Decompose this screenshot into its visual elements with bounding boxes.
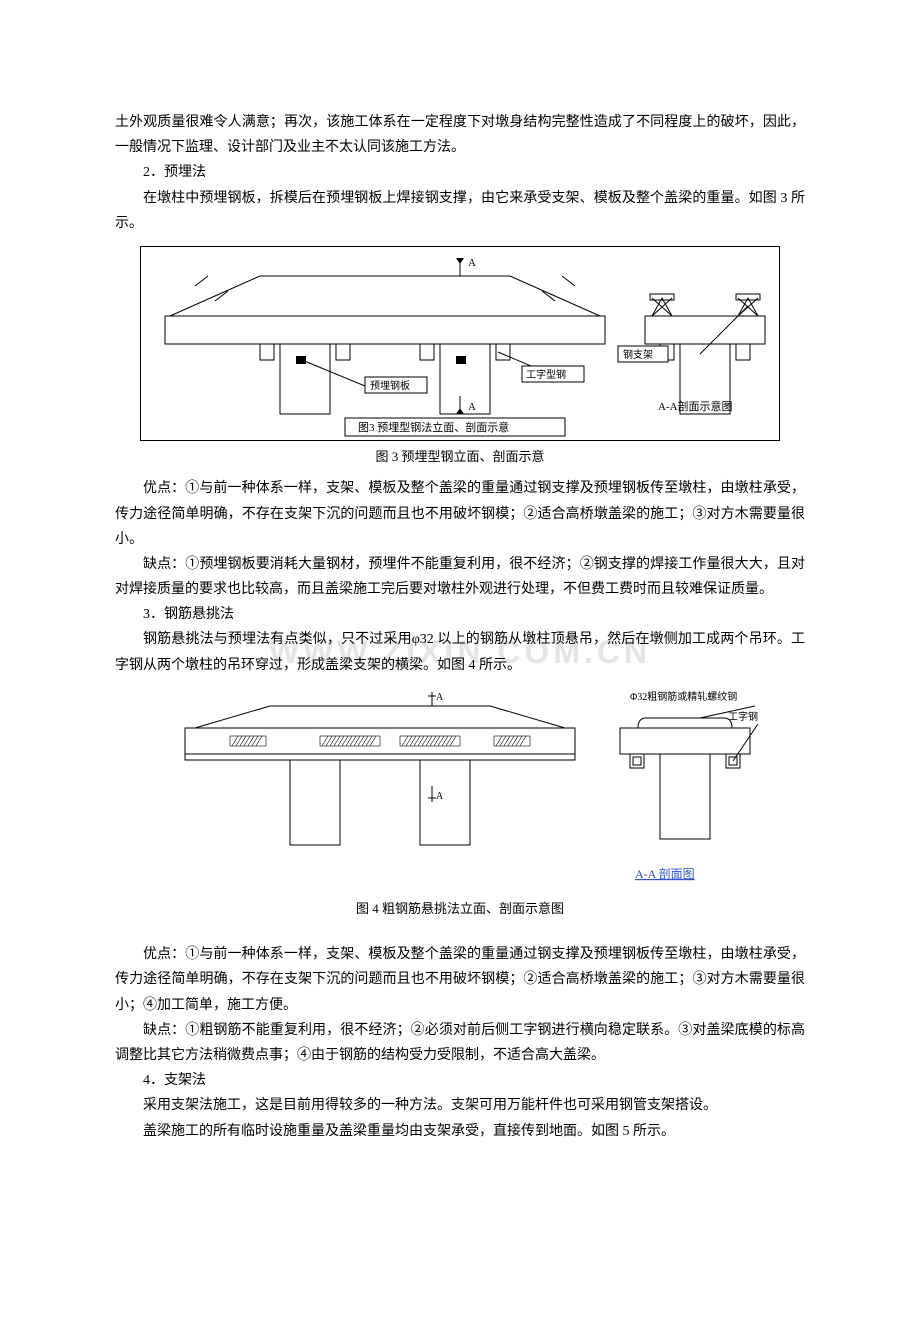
fig3-label-plate: 预埋钢板	[370, 379, 410, 392]
heading-method-2: 2．预埋法	[115, 160, 805, 185]
figure-3: A A 工字型钢 预埋钢板 图3 预埋型钢法立面、剖面示意	[115, 246, 805, 441]
paragraph-8: 采用支架法施工，这是目前用得较多的一种方法。支架可用万能杆件也可采用钢管支架搭设…	[115, 1093, 805, 1118]
heading-method-4: 4．支架法	[115, 1068, 805, 1093]
fig3-label-support: 钢支架	[623, 348, 653, 361]
figure-4-svg: A A Φ32粗钢筋或精轧螺纹钢 工字钢 A	[140, 688, 780, 893]
heading-method-3: 3．钢筋悬挑法	[115, 602, 805, 627]
fig4-label-rebar: Φ32粗钢筋或精轧螺纹钢	[630, 690, 737, 703]
fig4-label-a-bot: A	[436, 791, 444, 802]
paragraph-1: 土外观质量很难令人满意；再次，该施工体系在一定程度下对墩身结构完整性造成了不同程…	[115, 110, 805, 160]
fig3-label-a-top: A	[468, 257, 476, 269]
paragraph-7: 缺点：①粗钢筋不能重复利用，很不经济；②必须对前后侧工字钢进行横向稳定联系。③对…	[115, 1018, 805, 1068]
fig4-label-a-top: A	[436, 692, 444, 703]
figure-4-caption: 图 4 粗钢筋悬挑法立面、剖面示意图	[115, 897, 805, 920]
paragraph-2: 在墩柱中预埋钢板，拆模后在预埋钢板上焊接钢支撑，由它来承受支架、模板及整个盖梁的…	[115, 186, 805, 236]
figure-3-svg: A A 工字型钢 预埋钢板 图3 预埋型钢法立面、剖面示意	[140, 246, 780, 441]
fig4-label-ibeam: 工字钢	[728, 710, 758, 723]
paragraph-9: 盖梁施工的所有临时设施重量及盖梁重量均由支架承受，直接传到地面。如图 5 所示。	[115, 1119, 805, 1144]
paragraph-5: 钢筋悬挑法与预埋法有点类似，只不过采用φ32 以上的钢筋从墩柱顶悬吊，然后在墩侧…	[115, 627, 805, 677]
fig3-label-section: A-A剖面示意图	[658, 399, 733, 413]
fig3-label-a-bot: A	[468, 401, 476, 413]
spacer	[115, 928, 805, 942]
paragraph-6: 优点：①与前一种体系一样，支架、模板及整个盖梁的重量通过钢支撑及预埋钢板传至墩柱…	[115, 942, 805, 1018]
figure-3-caption: 图 3 预埋型钢立面、剖面示意	[115, 445, 805, 468]
fig3-label-ibeam: 工字型钢	[526, 368, 566, 381]
paragraph-5-wrap: WWW.ZIXIN.COM.CN 钢筋悬挑法与预埋法有点类似，只不过采用φ32 …	[115, 627, 805, 677]
fig4-label-section: A-A 剖面图	[635, 867, 695, 881]
figure-4: A A Φ32粗钢筋或精轧螺纹钢 工字钢 A	[115, 688, 805, 893]
page: 土外观质量很难令人满意；再次，该施工体系在一定程度下对墩身结构完整性造成了不同程…	[0, 0, 920, 1344]
fig3-inset-title: 图3 预埋型钢法立面、剖面示意	[358, 420, 509, 434]
paragraph-3: 优点：①与前一种体系一样，支架、模板及整个盖梁的重量通过钢支撑及预埋钢板传至墩柱…	[115, 476, 805, 552]
paragraph-4: 缺点：①预埋钢板要消耗大量钢材，预埋件不能重复利用，很不经济；②钢支撑的焊接工作…	[115, 552, 805, 602]
